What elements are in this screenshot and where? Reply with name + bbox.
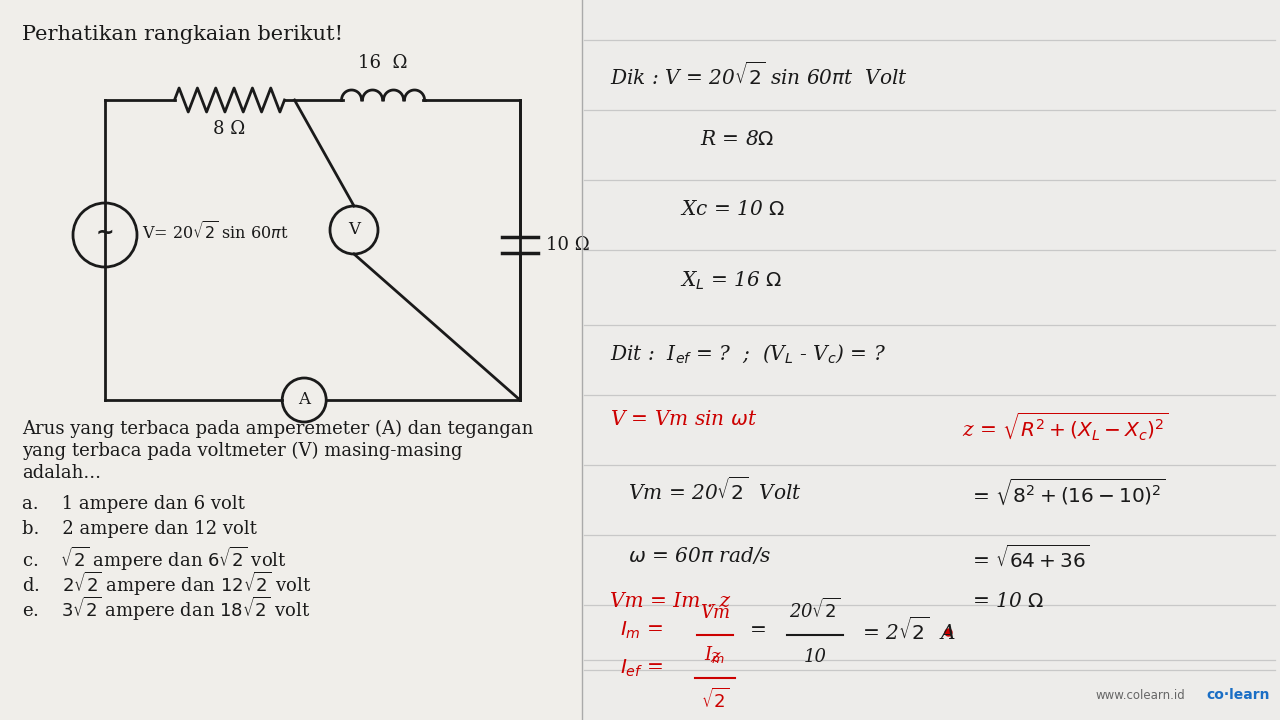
Circle shape — [330, 206, 378, 254]
Text: 10: 10 — [804, 648, 827, 666]
Text: c.    $\sqrt{2}$ ampere dan $6\sqrt{2}$ volt: c. $\sqrt{2}$ ampere dan $6\sqrt{2}$ vol… — [22, 545, 287, 573]
Text: V: V — [348, 222, 360, 238]
Text: Perhatikan rangkaian berikut!: Perhatikan rangkaian berikut! — [22, 25, 343, 44]
Text: Dit :  I$_{ef}$ = ?  ;  (V$_L$ - V$_c$) = ?: Dit : I$_{ef}$ = ? ; (V$_L$ - V$_c$) = ? — [611, 342, 886, 364]
Text: co·learn: co·learn — [1207, 688, 1270, 702]
Text: 10 Ω: 10 Ω — [547, 236, 590, 254]
Circle shape — [282, 378, 326, 422]
Text: $I_{ef}$ =: $I_{ef}$ = — [620, 657, 663, 679]
Text: b.    2 ampere dan 12 volt: b. 2 ampere dan 12 volt — [22, 520, 257, 538]
Text: $I_m$ =: $I_m$ = — [620, 619, 663, 641]
Text: = $\sqrt{8^2 + (16-10)^2}$: = $\sqrt{8^2 + (16-10)^2}$ — [972, 477, 1166, 508]
Text: Vm = 20$\sqrt{2}$  Volt: Vm = 20$\sqrt{2}$ Volt — [628, 477, 803, 504]
Text: 20$\sqrt{2}$: 20$\sqrt{2}$ — [790, 598, 841, 622]
Text: e.    $3\sqrt{2}$ ampere dan $18\sqrt{2}$ volt: e. $3\sqrt{2}$ ampere dan $18\sqrt{2}$ v… — [22, 595, 310, 623]
Text: a.    1 ampere dan 6 volt: a. 1 ampere dan 6 volt — [22, 495, 244, 513]
Text: 16  Ω: 16 Ω — [358, 54, 408, 72]
Text: z: z — [710, 648, 719, 666]
Text: V = Vm sin $\omega$t: V = Vm sin $\omega$t — [611, 410, 758, 429]
Text: Arus yang terbaca pada amperemeter (A) dan tegangan: Arus yang terbaca pada amperemeter (A) d… — [22, 420, 534, 438]
Text: = 10 $\Omega$: = 10 $\Omega$ — [972, 592, 1044, 611]
Text: adalah...: adalah... — [22, 464, 101, 482]
Text: R = 8$\Omega$: R = 8$\Omega$ — [700, 130, 774, 149]
Text: d.    $2\sqrt{2}$ ampere dan $12\sqrt{2}$ volt: d. $2\sqrt{2}$ ampere dan $12\sqrt{2}$ v… — [22, 570, 311, 598]
Text: Xc = 10 $\Omega$: Xc = 10 $\Omega$ — [680, 200, 785, 219]
Text: 8 Ω: 8 Ω — [214, 120, 246, 138]
Text: $\sqrt{2}$: $\sqrt{2}$ — [700, 688, 730, 712]
Text: = 2$\sqrt{2}$  A: = 2$\sqrt{2}$ A — [861, 616, 956, 644]
Text: =: = — [750, 621, 767, 639]
Text: www.colearn.id: www.colearn.id — [1096, 689, 1185, 702]
Text: yang terbaca pada voltmeter (V) masing-masing: yang terbaca pada voltmeter (V) masing-m… — [22, 442, 462, 460]
Text: ~: ~ — [96, 223, 114, 243]
Text: z = $\sqrt{R^2 + (X_L - X_c)^2}$: z = $\sqrt{R^2 + (X_L - X_c)^2}$ — [963, 410, 1169, 442]
Text: A: A — [298, 392, 310, 408]
Text: $\omega$ = 60$\pi$ rad/s: $\omega$ = 60$\pi$ rad/s — [628, 545, 772, 566]
Circle shape — [73, 203, 137, 267]
Text: X$_L$ = 16 $\Omega$: X$_L$ = 16 $\Omega$ — [680, 270, 782, 292]
Text: = $\sqrt{64 + 36}$: = $\sqrt{64 + 36}$ — [972, 545, 1089, 572]
Text: Vm: Vm — [700, 604, 730, 622]
Text: Dik : V = 20$\sqrt{2}$ sin 60$\pi$t  Volt: Dik : V = 20$\sqrt{2}$ sin 60$\pi$t Volt — [611, 62, 908, 89]
Text: Vm = Im . z: Vm = Im . z — [611, 592, 730, 611]
Text: I$_m$: I$_m$ — [704, 644, 726, 665]
Bar — [582, 0, 1280, 720]
Text: V= 20$\sqrt{2}$ sin 60$\pi$t: V= 20$\sqrt{2}$ sin 60$\pi$t — [142, 222, 288, 244]
